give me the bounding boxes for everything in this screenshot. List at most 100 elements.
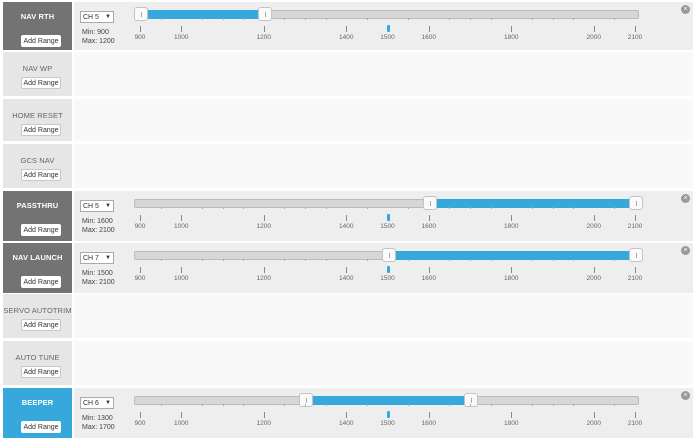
scale-tick — [635, 412, 636, 418]
scale-tick — [552, 207, 554, 209]
mode-name: NAV WP — [22, 64, 53, 73]
close-icon[interactable]: × — [681, 246, 690, 255]
mode-name: AUTO TUNE — [15, 353, 60, 362]
scale-tick — [305, 259, 306, 261]
range-fill — [428, 199, 635, 208]
range-max: Max: 1200 — [82, 38, 115, 45]
range-min-handle[interactable] — [422, 196, 437, 210]
chevron-down-icon: ▼ — [105, 255, 111, 261]
scale-label: 1400 — [339, 420, 354, 427]
scale-tick — [408, 207, 410, 209]
scale-tick — [511, 267, 513, 273]
scale-tick — [470, 207, 471, 209]
scale-label: 2100 — [627, 420, 643, 427]
add-range-button[interactable]: Add Range — [21, 366, 61, 378]
scale-tick — [449, 207, 451, 209]
add-range-button[interactable]: Add Range — [21, 169, 61, 181]
scale-tick — [222, 259, 224, 261]
scale-label: 1400 — [339, 34, 354, 41]
scale-tick — [552, 259, 554, 261]
range-min-handle[interactable] — [381, 248, 396, 262]
range-max-handle[interactable] — [629, 196, 643, 210]
channel-value-marker — [386, 25, 390, 32]
scale-label: 1500 — [380, 34, 395, 41]
scale-label: 1500 — [380, 275, 395, 282]
channel-select[interactable]: CH 5 ▼ — [80, 11, 114, 23]
scale-tick — [201, 404, 203, 406]
scale-tick — [181, 215, 183, 221]
range-min-max: Min: 1600 Max: 2100 — [82, 217, 115, 235]
mode-label-panel: PASSTHRU Add Range — [3, 191, 72, 241]
scale-tick — [511, 215, 513, 221]
scale-label: 900 — [134, 34, 146, 41]
close-icon[interactable]: × — [681, 391, 690, 400]
mode-name: HOME RESET — [12, 111, 63, 120]
range-max-handle[interactable] — [257, 7, 272, 21]
scale-tick — [614, 18, 616, 20]
scale-tick — [593, 412, 595, 418]
channel-value: CH 5 — [83, 203, 99, 210]
range-min: Min: 1500 — [82, 270, 113, 277]
mode-content — [74, 99, 693, 141]
scale-label: 1000 — [174, 223, 189, 230]
mode-row: PASSTHRU Add Range CH 5 ▼ Min: 1600 Max: 2100… — [0, 191, 693, 241]
range-max-handle[interactable] — [464, 393, 478, 407]
scale-tick — [593, 26, 595, 32]
channel-value: CH 7 — [83, 255, 99, 262]
scale-tick — [243, 207, 245, 209]
mode-name: BEEPER — [21, 398, 54, 407]
channel-select[interactable]: CH 7 ▼ — [80, 252, 114, 264]
range-min-handle[interactable] — [134, 7, 148, 21]
scale-tick — [263, 26, 265, 32]
add-range-button[interactable]: Add Range — [21, 77, 61, 89]
scale-tick — [284, 404, 286, 406]
scale-tick — [573, 259, 575, 261]
range-min-handle[interactable] — [299, 393, 313, 407]
scale-tick — [325, 259, 327, 261]
add-range-button[interactable]: Add Range — [21, 35, 61, 47]
scale-tick — [635, 26, 636, 32]
scale-tick — [552, 404, 554, 406]
chevron-down-icon: ▼ — [105, 14, 111, 20]
scale-tick — [181, 26, 183, 32]
add-range-button[interactable]: Add Range — [21, 276, 61, 288]
range-min: Min: 1600 — [82, 218, 113, 225]
scale-tick — [325, 404, 327, 406]
mode-content: CH 5 ▼ Min: 1600 Max: 2100 900 1000 1200 1400 15… — [74, 191, 693, 241]
mode-content — [74, 144, 693, 188]
range-max-handle[interactable] — [629, 248, 643, 262]
scale-tick — [511, 412, 513, 418]
scale-tick — [531, 404, 533, 406]
mode-name: NAV LAUNCH — [12, 253, 63, 262]
scale-tick — [181, 267, 183, 273]
scale-tick — [531, 18, 533, 20]
scale-tick — [511, 26, 513, 32]
channel-select[interactable]: CH 5 ▼ — [80, 200, 114, 212]
scale-label: 900 — [134, 275, 146, 282]
add-range-button[interactable]: Add Range — [21, 224, 61, 236]
range-min-max: Min: 1300 Max: 1700 — [82, 414, 115, 432]
range-max: Max: 2100 — [82, 279, 115, 286]
scale-tick — [366, 18, 368, 20]
channel-select[interactable]: CH 6 ▼ — [80, 397, 114, 409]
mode-name: GCS NAV — [20, 156, 55, 165]
scale-tick — [408, 18, 410, 20]
add-range-button[interactable]: Add Range — [21, 319, 61, 331]
mode-row: NAV LAUNCH Add Range CH 7 ▼ Min: 1500 Max: 21… — [0, 243, 693, 293]
add-range-button[interactable]: Add Range — [21, 124, 61, 136]
scale-label: 1600 — [421, 34, 436, 41]
range-min-max: Min: 1500 Max: 2100 — [82, 269, 115, 287]
add-range-button[interactable]: Add Range — [21, 421, 61, 433]
scale-label: 1600 — [421, 223, 436, 230]
mode-row: NAV RTH Add Range CH 5 ▼ Min: 900 Max: 1200 90… — [0, 2, 693, 50]
range-min-max: Min: 900 Max: 1200 — [82, 28, 115, 46]
scale-tick — [449, 404, 451, 406]
scale-label: 1800 — [504, 275, 519, 282]
mode-label-panel: NAV RTH Add Range — [3, 2, 72, 50]
close-icon[interactable]: × — [681, 5, 690, 14]
scale-tick — [408, 404, 410, 406]
scale-tick — [428, 267, 430, 273]
scale-label: 2000 — [586, 420, 601, 427]
scale-tick — [325, 18, 327, 20]
close-icon[interactable]: × — [681, 194, 690, 203]
